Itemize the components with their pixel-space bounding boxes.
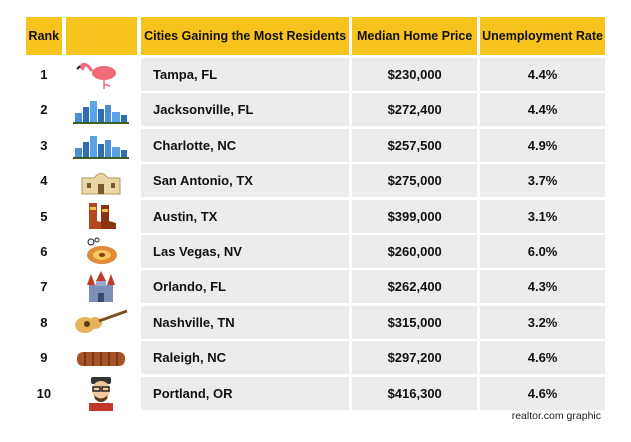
guitar-icon (71, 307, 131, 337)
roulette-icon (71, 236, 131, 266)
price-cell: $230,000 (352, 58, 478, 91)
price-cell: $260,000 (352, 234, 478, 268)
rank-cell: 5 (40, 208, 48, 224)
table-row: 4 San Antonio, TX $275,000 3.7% (26, 164, 605, 198)
icon-cell (66, 377, 137, 412)
city-cell: Austin, TX (141, 199, 350, 233)
city-cell: Jacksonville, FL (141, 93, 350, 127)
price-cell: $416,300 (352, 376, 478, 410)
unemployment-cell: 6.0% (480, 234, 605, 268)
icon-cell (66, 58, 137, 91)
unemployment-cell: 4.6% (480, 341, 605, 375)
table-row: 6 Las Vegas, NV $260,000 6.0% (26, 234, 605, 268)
price-cell: $297,200 (352, 341, 478, 375)
unemployment-cell: 4.4% (480, 93, 605, 127)
unemployment-cell: 4.6% (480, 376, 605, 410)
unemployment-cell: 4.3% (480, 270, 605, 304)
price-cell: $257,500 (352, 128, 478, 162)
header-icon (65, 17, 138, 55)
unemployment-cell: 3.2% (480, 305, 605, 339)
price-cell: $399,000 (352, 199, 478, 233)
header-city: Cities Gaining the Most Residents (141, 17, 350, 55)
city-cell: Portland, OR (141, 376, 350, 410)
table-row: 7 Orlando, FL $262,400 4.3% (26, 270, 605, 304)
rank-cell: 9 (40, 350, 48, 366)
icon-cell (66, 306, 137, 339)
flamingo-icon (71, 60, 131, 90)
unemployment-cell: 3.7% (480, 164, 605, 198)
icon-cell (66, 164, 137, 197)
price-cell: $262,400 (352, 270, 478, 304)
cowboy-boots-icon (71, 201, 131, 231)
city-cell: Las Vegas, NV (141, 234, 350, 268)
table-row: 2 Jacksonville, FL $272,400 4.4% (26, 93, 605, 127)
city-cell: San Antonio, TX (141, 164, 350, 198)
header-unemployment: Unemployment Rate (480, 17, 605, 55)
icon-cell (66, 270, 137, 303)
rank-cell: 1 (40, 67, 48, 82)
city-cell: Nashville, TN (141, 305, 350, 339)
unemployment-cell: 4.9% (480, 128, 605, 162)
castle-icon (71, 270, 131, 302)
price-cell: $315,000 (352, 305, 478, 339)
table-header: Rank Cities Gaining the Most Residents M… (26, 17, 605, 55)
data-table: Rank Cities Gaining the Most Residents M… (26, 17, 605, 412)
rank-cell: 6 (40, 243, 48, 259)
table-row: 3 Charlotte, NC $257,500 4.9% (26, 128, 605, 162)
ribs-icon (71, 343, 131, 373)
icon-cell (66, 235, 137, 268)
table-row: 5 Austin, TX $399,000 3.1% (26, 199, 605, 233)
unemployment-cell: 3.1% (480, 199, 605, 233)
price-cell: $272,400 (352, 93, 478, 127)
alamo-icon (71, 166, 131, 196)
rank-cell: 8 (40, 314, 48, 330)
icon-cell (66, 129, 137, 162)
hipster-icon (71, 377, 131, 412)
icon-cell (66, 200, 137, 233)
unemployment-cell: 4.4% (480, 58, 605, 91)
skyline-icon (71, 95, 131, 125)
skyline-icon (71, 130, 131, 160)
icon-cell (66, 93, 137, 126)
icon-cell (66, 341, 137, 374)
rank-cell: 3 (40, 137, 48, 153)
rank-cell: 2 (40, 102, 48, 118)
table-row: 9 Raleigh, NC $297,200 4.6% (26, 341, 605, 375)
city-cell: Orlando, FL (141, 270, 350, 304)
rank-cell: 7 (40, 279, 48, 295)
rank-cell: 10 (36, 385, 52, 401)
header-price: Median Home Price (352, 17, 478, 55)
rank-cell: 4 (40, 173, 48, 189)
city-cell: Raleigh, NC (141, 341, 350, 375)
header-rank: Rank (26, 17, 62, 55)
city-cell: Charlotte, NC (141, 128, 350, 162)
table-row: 10 Portland, OR $416,300 4.6% (26, 376, 605, 412)
price-cell: $275,000 (352, 164, 478, 198)
table-row: 1 Tampa, FL $230,000 4.4% (26, 58, 605, 91)
credit-text: realtor.com graphic (511, 410, 601, 422)
city-cell: Tampa, FL (141, 58, 350, 91)
table-row: 8 Nashville, TN $315,000 3.2% (26, 305, 605, 339)
